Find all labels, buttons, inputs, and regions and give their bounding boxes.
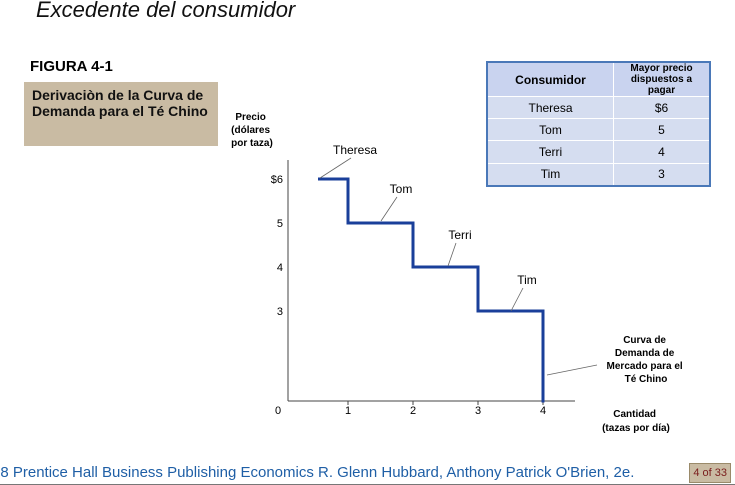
table-row: Tom 5 xyxy=(486,118,711,142)
x-tick-label: 0 xyxy=(275,405,281,417)
x-axis-label-line-2: (tazas por día) xyxy=(602,423,670,434)
table-header-max-price: Mayor precio dispuestos a pagar xyxy=(613,61,711,97)
x-tick-label: 3 xyxy=(475,405,481,417)
y-axis-label-line-1: Precio xyxy=(235,112,266,123)
demand-curve-label-line-2: Demanda de xyxy=(615,348,675,359)
table-cell-consumer: Terri xyxy=(486,140,614,164)
x-tick-label: 2 xyxy=(410,405,416,417)
x-axis-label: Cantidad (tazas por día) xyxy=(602,409,670,434)
y-tick-label: $6 xyxy=(271,174,283,186)
table-cell-consumer: Tom xyxy=(486,118,614,142)
figure-caption: Derivaciòn de la Curva de Demanda para e… xyxy=(32,87,208,119)
table-cell-price: 4 xyxy=(613,140,711,164)
table-row: Terri 4 xyxy=(486,140,711,164)
page-number: 4 of 33 xyxy=(689,463,731,483)
step-labels: Theresa Tom Terri Tim xyxy=(319,143,537,312)
x-axis-label-line-1: Cantidad xyxy=(613,409,656,420)
footer: 08 Prentice Hall Business Publishing Eco… xyxy=(0,463,735,485)
table-cell-price: $6 xyxy=(613,95,711,120)
y-tick-label: 3 xyxy=(277,306,283,318)
step-label: Tim xyxy=(517,273,537,287)
table-row: Tim 3 xyxy=(486,162,711,187)
step-label-leader xyxy=(319,157,352,179)
x-tick-label: 4 xyxy=(540,405,546,417)
table-cell-consumer: Tim xyxy=(486,162,614,187)
demand-curve-label-line-3: Mercado para el xyxy=(607,361,683,372)
step-label-leader xyxy=(510,287,524,312)
x-ticks: 0 1 2 3 4 xyxy=(275,401,546,417)
table-header-consumer: Consumidor xyxy=(486,61,614,97)
y-axis-label-line-2: (dólares xyxy=(231,125,270,136)
table-header-row: Consumidor Mayor precio dispuestos a pag… xyxy=(486,61,711,97)
y-tick-label: 5 xyxy=(277,218,283,230)
table-cell-price: 3 xyxy=(613,162,711,187)
demand-curve-leader xyxy=(546,364,598,376)
y-ticks: $6 5 4 3 xyxy=(271,174,283,318)
slide-title: Excedente del consumidor xyxy=(36,0,296,22)
table-cell-consumer: Theresa xyxy=(486,95,614,120)
demand-curve-label-line-1: Curva de xyxy=(623,335,666,346)
step-label: Theresa xyxy=(333,143,377,157)
y-axis-label: Precio (dólares por taza) xyxy=(231,112,273,149)
step-label: Terri xyxy=(448,228,471,242)
footer-credit: 08 Prentice Hall Business Publishing Eco… xyxy=(0,464,635,481)
step-label: Tom xyxy=(390,182,413,196)
willingness-to-pay-table: Consumidor Mayor precio dispuestos a pag… xyxy=(486,61,711,187)
demand-curve-label: Curva de Demanda de Mercado para el Té C… xyxy=(607,335,686,385)
y-axis-label-line-3: por taza) xyxy=(231,138,273,149)
x-tick-label: 1 xyxy=(345,405,351,417)
figure-caption-box: Derivaciòn de la Curva de Demanda para e… xyxy=(24,82,218,146)
figure-label: FIGURA 4-1 xyxy=(30,58,113,75)
table-row: Theresa $6 xyxy=(486,95,711,120)
demand-chart: Precio (dólares por taza) 0 1 2 3 4 $6 5 4 3 Th… xyxy=(231,112,686,434)
y-tick-label: 4 xyxy=(277,262,283,274)
table-cell-price: 5 xyxy=(613,118,711,142)
demand-curve-label-line-4: Té Chino xyxy=(625,374,668,385)
demand-step-curve xyxy=(318,177,545,403)
step-label-leader xyxy=(447,242,457,267)
step-label-leader xyxy=(380,196,398,222)
